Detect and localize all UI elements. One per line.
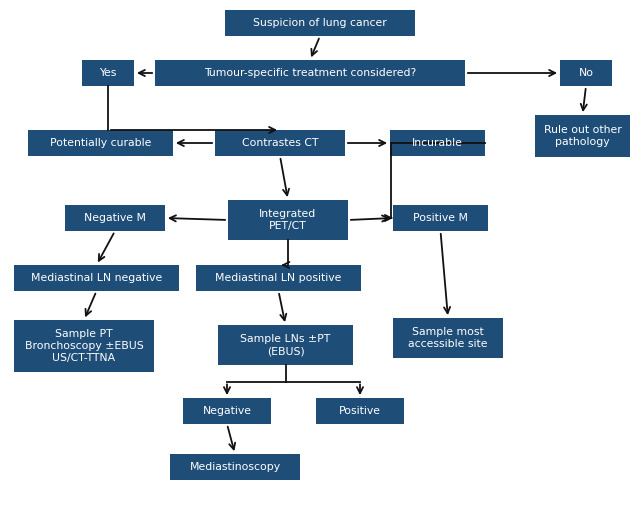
FancyBboxPatch shape	[225, 10, 415, 36]
Text: Tumour-specific treatment considered?: Tumour-specific treatment considered?	[204, 68, 416, 78]
Text: Positive M: Positive M	[413, 213, 468, 223]
FancyBboxPatch shape	[82, 60, 134, 86]
FancyBboxPatch shape	[228, 200, 348, 240]
Text: Positive: Positive	[339, 406, 381, 416]
Text: Suspicion of lung cancer: Suspicion of lung cancer	[253, 18, 387, 28]
FancyBboxPatch shape	[65, 205, 165, 231]
Text: Negative: Negative	[203, 406, 251, 416]
Text: No: No	[579, 68, 593, 78]
Text: Potentially curable: Potentially curable	[50, 138, 151, 148]
FancyBboxPatch shape	[28, 130, 173, 156]
FancyBboxPatch shape	[183, 398, 271, 424]
FancyBboxPatch shape	[560, 60, 612, 86]
Text: Incurable: Incurable	[412, 138, 463, 148]
Text: Sample most
accessible site: Sample most accessible site	[408, 327, 488, 349]
Text: Negative M: Negative M	[84, 213, 146, 223]
Text: Sample LNs ±PT
(EBUS): Sample LNs ±PT (EBUS)	[240, 334, 331, 356]
Text: Contrastes CT: Contrastes CT	[242, 138, 318, 148]
FancyBboxPatch shape	[316, 398, 404, 424]
FancyBboxPatch shape	[14, 320, 154, 372]
Text: Yes: Yes	[99, 68, 116, 78]
FancyBboxPatch shape	[170, 454, 300, 480]
FancyBboxPatch shape	[155, 60, 465, 86]
FancyBboxPatch shape	[218, 325, 353, 365]
FancyBboxPatch shape	[215, 130, 345, 156]
FancyBboxPatch shape	[390, 130, 485, 156]
FancyBboxPatch shape	[196, 265, 361, 291]
Text: Sample PT
Bronchoscopy ±EBUS
US/CT-TTNA: Sample PT Bronchoscopy ±EBUS US/CT-TTNA	[24, 329, 143, 364]
FancyBboxPatch shape	[535, 115, 630, 157]
Text: Integrated
PET/CT: Integrated PET/CT	[259, 209, 316, 231]
Text: Mediastinal LN negative: Mediastinal LN negative	[31, 273, 162, 283]
FancyBboxPatch shape	[393, 205, 488, 231]
Text: Mediastinoscopy: Mediastinoscopy	[190, 462, 280, 472]
FancyBboxPatch shape	[393, 318, 503, 358]
Text: Rule out other
pathology: Rule out other pathology	[543, 125, 621, 147]
Text: Mediastinal LN positive: Mediastinal LN positive	[215, 273, 341, 283]
FancyBboxPatch shape	[14, 265, 179, 291]
